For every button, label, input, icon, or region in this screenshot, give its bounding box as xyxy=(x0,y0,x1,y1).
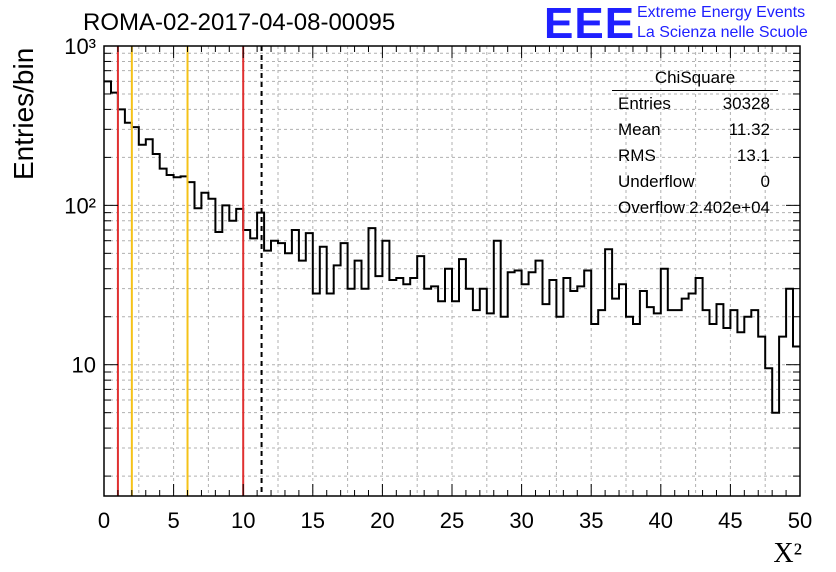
stats-row-overflow: Overflow 2.402e+04 xyxy=(618,198,770,217)
page-title: ROMA-02-2017-04-08-00095 xyxy=(83,9,396,36)
x-tick-label: 0 xyxy=(98,508,110,533)
x-tick-label: 40 xyxy=(649,508,673,533)
stats-row-entries: Entries 30328 xyxy=(618,94,770,113)
x-tick-label: 25 xyxy=(440,508,464,533)
stats-row-rms: RMS 13.1 xyxy=(618,146,770,165)
eee-logo: EEE xyxy=(544,0,636,48)
stats-title: ChiSquare xyxy=(612,68,778,91)
y-tick-label: 10 xyxy=(72,353,96,378)
histogram-series xyxy=(104,80,800,414)
x-axis-label: X² xyxy=(773,538,802,569)
stats-row-underflow: Underflow 0 xyxy=(618,172,770,191)
stats-row-mean: Mean 11.32 xyxy=(618,120,770,139)
logo-line-2: La Scienza nelle Scuole xyxy=(637,24,808,41)
eee-logo-text: Extreme Energy Events La Scienza nelle S… xyxy=(637,3,808,43)
x-tick-label: 45 xyxy=(718,508,742,533)
x-tick-label: 35 xyxy=(579,508,603,533)
stats-box: ChiSquare Entries 30328 Mean 11.32 RMS 13.1… xyxy=(612,68,778,221)
x-tick-label: 5 xyxy=(167,508,179,533)
x-tick-label: 20 xyxy=(370,508,394,533)
x-tick-label: 50 xyxy=(788,508,812,533)
y-tick-label: 10³ xyxy=(64,34,96,59)
x-tick-label: 30 xyxy=(509,508,533,533)
y-tick-label: 10² xyxy=(64,193,96,218)
x-tick-label: 10 xyxy=(231,508,255,533)
logo-line-1: Extreme Energy Events xyxy=(637,4,806,21)
x-tick-label: 15 xyxy=(301,508,325,533)
